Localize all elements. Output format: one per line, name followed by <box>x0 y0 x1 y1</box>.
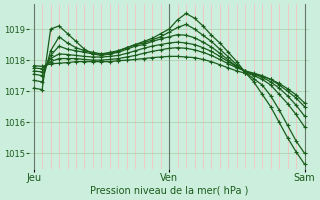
X-axis label: Pression niveau de la mer( hPa ): Pression niveau de la mer( hPa ) <box>90 186 248 196</box>
